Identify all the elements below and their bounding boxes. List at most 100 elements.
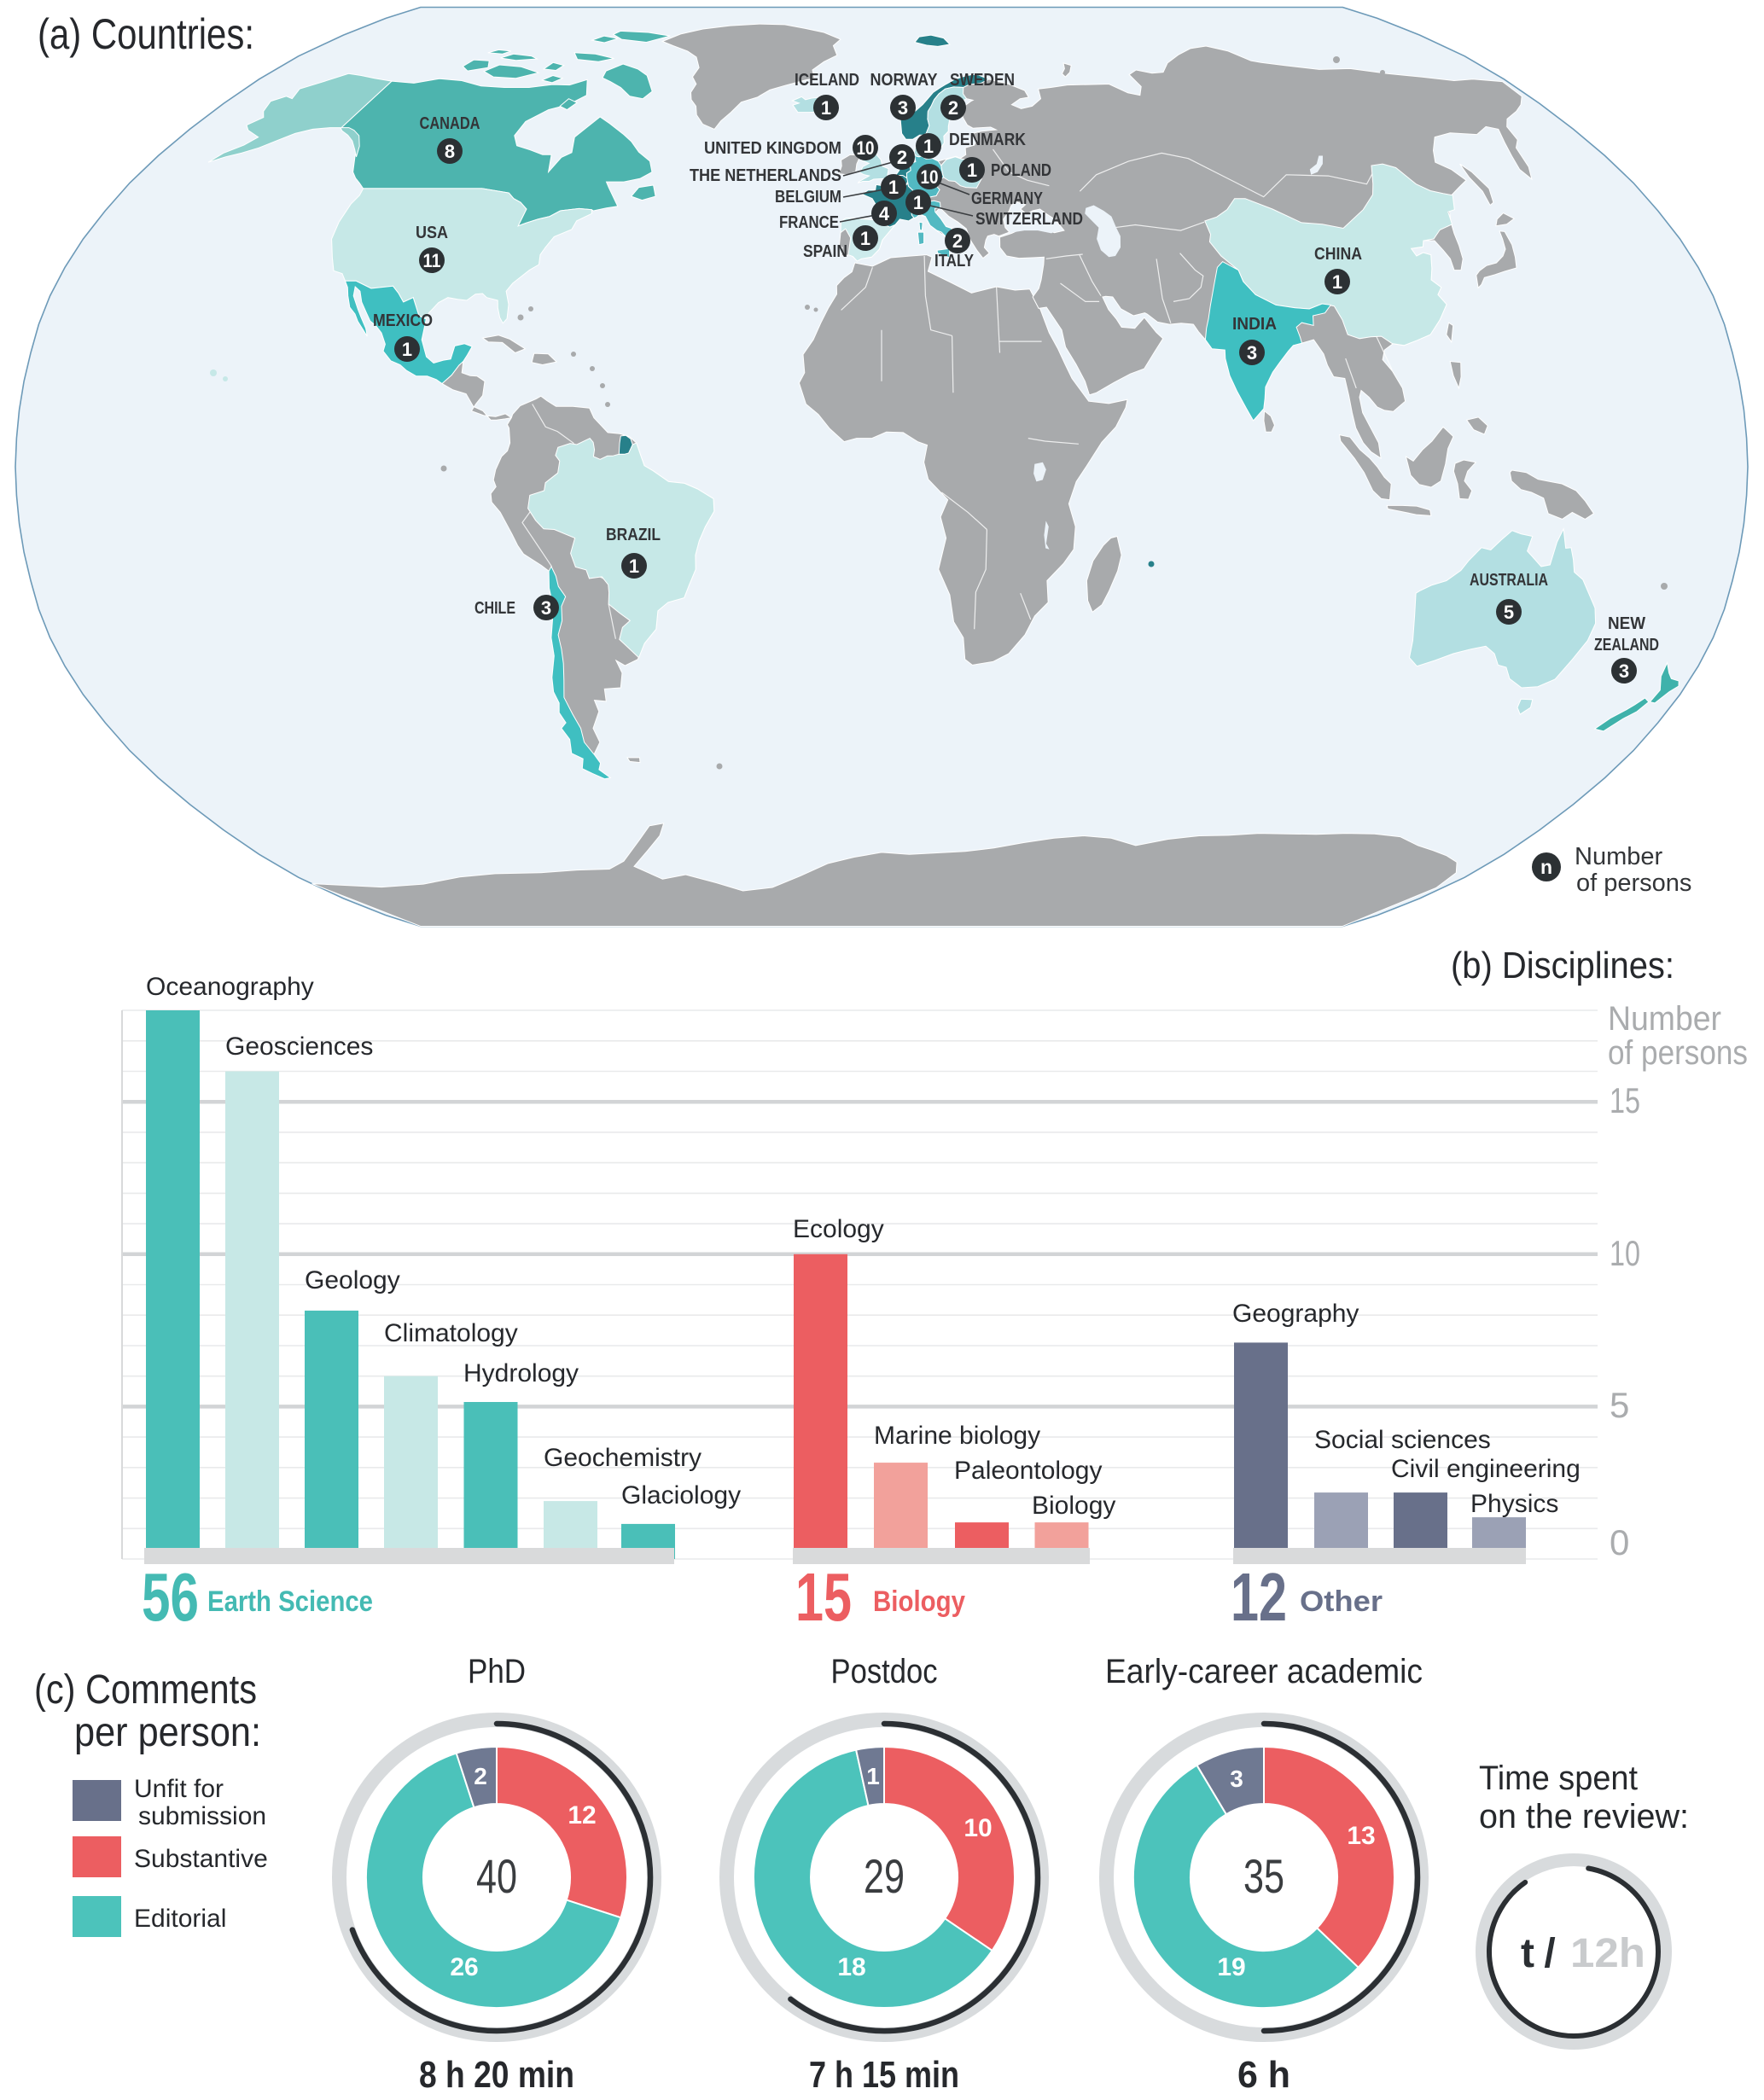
svg-text:1: 1: [967, 160, 977, 181]
svg-text:Time spent: Time spent: [1479, 1760, 1638, 1797]
svg-text:Social sciences: Social sciences: [1314, 1426, 1491, 1454]
svg-text:15: 15: [795, 1559, 852, 1635]
svg-text:3: 3: [898, 97, 908, 119]
svg-text:Climatology: Climatology: [384, 1319, 518, 1347]
svg-text:Substantive: Substantive: [134, 1845, 268, 1873]
svg-text:of persons: of persons: [1576, 870, 1691, 897]
svg-text:CANADA: CANADA: [420, 114, 480, 133]
svg-text:BRAZIL: BRAZIL: [606, 526, 661, 544]
svg-text:19: 19: [1217, 1953, 1245, 1981]
svg-text:UNITED KINGDOM: UNITED KINGDOM: [704, 139, 841, 158]
svg-text:NORWAY: NORWAY: [870, 71, 939, 90]
svg-text:n: n: [1540, 856, 1552, 878]
svg-text:8: 8: [445, 141, 455, 162]
svg-text:1: 1: [866, 1763, 880, 1789]
svg-text:12: 12: [1231, 1559, 1287, 1635]
svg-text:2: 2: [952, 230, 963, 252]
svg-text:2: 2: [948, 97, 958, 119]
svg-text:1: 1: [1332, 271, 1342, 293]
svg-text:29: 29: [864, 1849, 905, 1903]
svg-text:Editorial: Editorial: [134, 1905, 226, 1933]
svg-text:submission: submission: [138, 1802, 266, 1830]
svg-text:1: 1: [913, 192, 923, 213]
svg-text:0: 0: [1610, 1522, 1629, 1562]
svg-text:ITALY: ITALY: [934, 252, 975, 270]
svg-text:/: /: [1544, 1931, 1555, 1976]
svg-text:per person:: per person:: [74, 1710, 261, 1755]
svg-text:Paleontology: Paleontology: [954, 1457, 1102, 1485]
svg-text:Ecology: Ecology: [793, 1215, 884, 1243]
svg-text:18: 18: [837, 1953, 865, 1981]
svg-text:CHILE: CHILE: [474, 599, 515, 618]
svg-text:USA: USA: [416, 224, 448, 242]
svg-text:1: 1: [860, 228, 870, 249]
svg-text:35: 35: [1243, 1849, 1284, 1903]
svg-text:Geochemistry: Geochemistry: [544, 1444, 702, 1472]
svg-text:ICELAND: ICELAND: [795, 71, 859, 90]
svg-text:1: 1: [629, 556, 639, 577]
svg-text:5: 5: [1504, 602, 1514, 623]
svg-text:8 h 20 min: 8 h 20 min: [419, 2054, 574, 2096]
svg-text:10: 10: [964, 1814, 992, 1842]
svg-text:Unfit for: Unfit for: [134, 1775, 224, 1803]
svg-text:(b) Disciplines:: (b) Disciplines:: [1451, 945, 1674, 986]
svg-text:Number: Number: [1608, 1000, 1721, 1038]
svg-text:3: 3: [541, 597, 551, 619]
svg-text:2: 2: [474, 1763, 487, 1789]
svg-text:Hydrology: Hydrology: [463, 1359, 579, 1387]
svg-text:5: 5: [1610, 1385, 1629, 1425]
svg-text:Biology: Biology: [873, 1585, 965, 1618]
svg-text:of persons: of persons: [1608, 1034, 1748, 1072]
svg-text:t: t: [1521, 1931, 1534, 1976]
svg-text:BELGIUM: BELGIUM: [775, 188, 841, 207]
svg-text:AUSTRALIA: AUSTRALIA: [1470, 571, 1548, 590]
svg-text:PhD: PhD: [468, 1653, 526, 1690]
svg-text:2: 2: [897, 147, 907, 168]
svg-text:56: 56: [142, 1559, 199, 1635]
svg-text:ZEALAND: ZEALAND: [1594, 636, 1659, 654]
svg-text:SWEDEN: SWEDEN: [950, 71, 1015, 90]
svg-text:1: 1: [402, 339, 412, 360]
svg-text:CHINA: CHINA: [1314, 245, 1362, 264]
svg-text:MEXICO: MEXICO: [373, 311, 433, 330]
svg-text:12h: 12h: [1570, 1931, 1645, 1976]
svg-text:Postdoc: Postdoc: [831, 1653, 938, 1690]
svg-text:6 h: 6 h: [1237, 2054, 1290, 2096]
svg-text:INDIA: INDIA: [1232, 315, 1277, 334]
svg-text:SPAIN: SPAIN: [803, 242, 847, 261]
svg-text:Glaciology: Glaciology: [621, 1481, 741, 1510]
svg-text:Marine biology: Marine biology: [874, 1422, 1040, 1450]
svg-text:Geography: Geography: [1232, 1300, 1359, 1328]
svg-text:Geosciences: Geosciences: [225, 1033, 373, 1061]
svg-text:(c) Comments: (c) Comments: [34, 1667, 257, 1713]
svg-text:Number: Number: [1575, 843, 1662, 870]
svg-text:15: 15: [1610, 1080, 1640, 1120]
svg-text:26: 26: [450, 1953, 478, 1981]
svg-text:40: 40: [476, 1849, 517, 1903]
svg-text:Civil engineering: Civil engineering: [1391, 1455, 1581, 1483]
svg-text:1: 1: [923, 136, 934, 157]
svg-text:Oceanography: Oceanography: [146, 973, 314, 1001]
svg-text:Biology: Biology: [1032, 1492, 1115, 1520]
svg-text:3: 3: [1619, 660, 1629, 682]
svg-text:4: 4: [879, 203, 890, 224]
svg-text:NEW: NEW: [1608, 614, 1645, 633]
svg-text:GERMANY: GERMANY: [971, 189, 1044, 208]
svg-text:3: 3: [1247, 342, 1257, 364]
svg-text:10: 10: [921, 166, 939, 188]
svg-text:13: 13: [1347, 1822, 1375, 1850]
svg-text:Earth Science: Earth Science: [207, 1585, 373, 1618]
svg-text:10: 10: [1610, 1233, 1640, 1273]
svg-text:11: 11: [423, 250, 441, 271]
svg-text:DENMARK: DENMARK: [949, 131, 1026, 149]
svg-text:3: 3: [1230, 1766, 1243, 1792]
svg-text:SWITZERLAND: SWITZERLAND: [975, 210, 1083, 229]
svg-text:Other: Other: [1300, 1585, 1383, 1618]
svg-text:10: 10: [857, 137, 875, 159]
svg-text:Early-career academic: Early-career academic: [1105, 1653, 1423, 1690]
svg-text:Geology: Geology: [305, 1266, 400, 1294]
svg-text:(a) Countries:: (a) Countries:: [38, 10, 254, 58]
svg-text:on the review:: on the review:: [1479, 1798, 1689, 1835]
svg-text:THE NETHERLANDS: THE NETHERLANDS: [690, 166, 841, 185]
svg-text:1: 1: [888, 177, 899, 198]
